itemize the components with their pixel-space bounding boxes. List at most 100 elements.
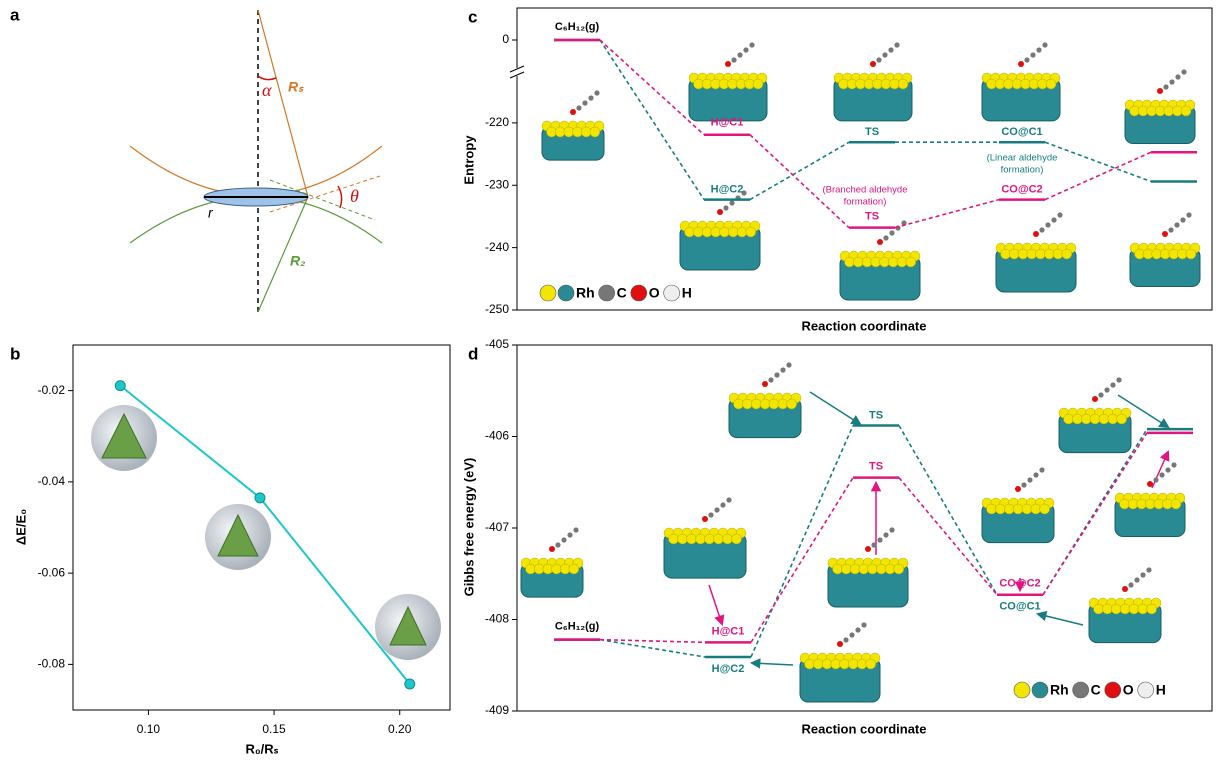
c-atom: [1104, 387, 1110, 393]
c-atom: [1128, 582, 1134, 588]
c-atom: [743, 47, 749, 53]
legend-swatch: [1104, 681, 1122, 699]
metal-atom: [759, 398, 771, 410]
legend-label: H: [682, 285, 692, 301]
metal-atom: [713, 533, 724, 545]
metal-atom: [1080, 413, 1092, 425]
level-label: H@C2: [711, 184, 744, 196]
axis-break-gap: [511, 68, 523, 76]
metal-atom: [733, 398, 744, 410]
c-atom: [567, 532, 573, 538]
connector: [750, 425, 854, 658]
o-atom: [549, 546, 555, 552]
level-label: C₆H₁₂(g): [555, 21, 600, 33]
slab-model: [799, 622, 881, 703]
level-label: TS: [869, 409, 883, 421]
connector: [749, 141, 850, 201]
c-atom: [1042, 42, 1048, 48]
slab-model: [995, 212, 1077, 293]
metal-atom: [1116, 413, 1127, 425]
y-tick-label: -405: [485, 337, 509, 351]
data-point: [114, 380, 126, 392]
c-atom: [889, 230, 895, 236]
c-atom: [882, 52, 888, 58]
metal-atom: [1180, 105, 1192, 117]
o-atom: [837, 641, 843, 647]
level-label: TS: [865, 211, 879, 223]
c-atom: [573, 527, 579, 533]
panel-a: a α Rₛ θ r R₂: [10, 5, 383, 313]
c-atom: [1168, 227, 1174, 233]
y-tick-label: -408: [485, 612, 509, 626]
legend-label: C: [1091, 682, 1101, 698]
o-atom: [1018, 61, 1024, 67]
slab-model: [1129, 212, 1201, 287]
y-tick-label: -240: [485, 240, 509, 254]
metal-atom: [722, 533, 733, 545]
c-atom: [1116, 377, 1122, 383]
c-atom: [723, 205, 729, 211]
annotation: (Linear aldehyde: [987, 153, 1058, 164]
c-atom: [729, 200, 735, 206]
y-tick-label: -220: [485, 115, 509, 129]
o-atom: [1147, 481, 1153, 487]
y-tick-label: -0.02: [38, 383, 66, 397]
inset-particle: [389, 605, 427, 646]
c-atom: [1169, 79, 1175, 85]
c-atom: [1186, 212, 1192, 218]
metal-atom: [568, 563, 580, 575]
axis-break: [509, 71, 525, 79]
annotation: formation): [1001, 165, 1044, 176]
c-atom: [1039, 227, 1045, 233]
c-atom: [1051, 217, 1057, 223]
c-atom: [726, 497, 732, 503]
c-atom: [1146, 567, 1152, 573]
y-tick-label: -0.04: [38, 474, 66, 488]
level-label: H@C1: [712, 625, 745, 637]
arrow: [1035, 610, 1084, 626]
c-atom: [1039, 467, 1045, 473]
c-atom: [883, 532, 889, 538]
o-atom: [1033, 231, 1039, 237]
rs-label: Rₛ: [288, 79, 304, 95]
metal-atom: [695, 533, 706, 545]
radius-r2: [257, 196, 309, 313]
c-atom: [594, 90, 600, 96]
metal-atom: [1098, 413, 1110, 425]
metal-atom: [1089, 413, 1101, 425]
c-atom: [1027, 477, 1033, 483]
metal-atom: [1110, 603, 1122, 615]
c-atom: [588, 95, 594, 101]
metal-atom: [1039, 503, 1050, 515]
metal-atom: [1030, 503, 1042, 515]
level-label: CO@C2: [1001, 184, 1042, 196]
slab-model: [728, 362, 802, 439]
c-atom: [1175, 74, 1181, 80]
c-atom: [561, 537, 567, 543]
slab-model: [679, 190, 761, 271]
slab-model: [833, 42, 913, 122]
y-tick-label: -406: [485, 429, 509, 443]
o-atom: [1122, 586, 1128, 592]
legend-swatch: [1137, 681, 1154, 699]
c-atom: [894, 42, 900, 48]
c-atom: [714, 507, 720, 513]
c-atom: [1045, 222, 1051, 228]
c-atom: [889, 527, 895, 533]
c-atom: [876, 57, 882, 63]
metal-atom: [1128, 603, 1140, 615]
inset-particle: [217, 513, 259, 557]
data-point: [404, 678, 416, 690]
y-tick-label: -407: [485, 520, 509, 534]
c-atom: [1180, 217, 1186, 223]
o-atom: [877, 239, 883, 245]
c-atom: [720, 502, 726, 508]
theta-label: θ: [350, 186, 359, 206]
inset-images: [91, 405, 441, 660]
slab-model: [541, 90, 605, 161]
metal-atom: [668, 533, 679, 545]
connector: [1044, 141, 1152, 183]
metal-atom: [777, 398, 789, 410]
o-atom: [1162, 231, 1168, 237]
